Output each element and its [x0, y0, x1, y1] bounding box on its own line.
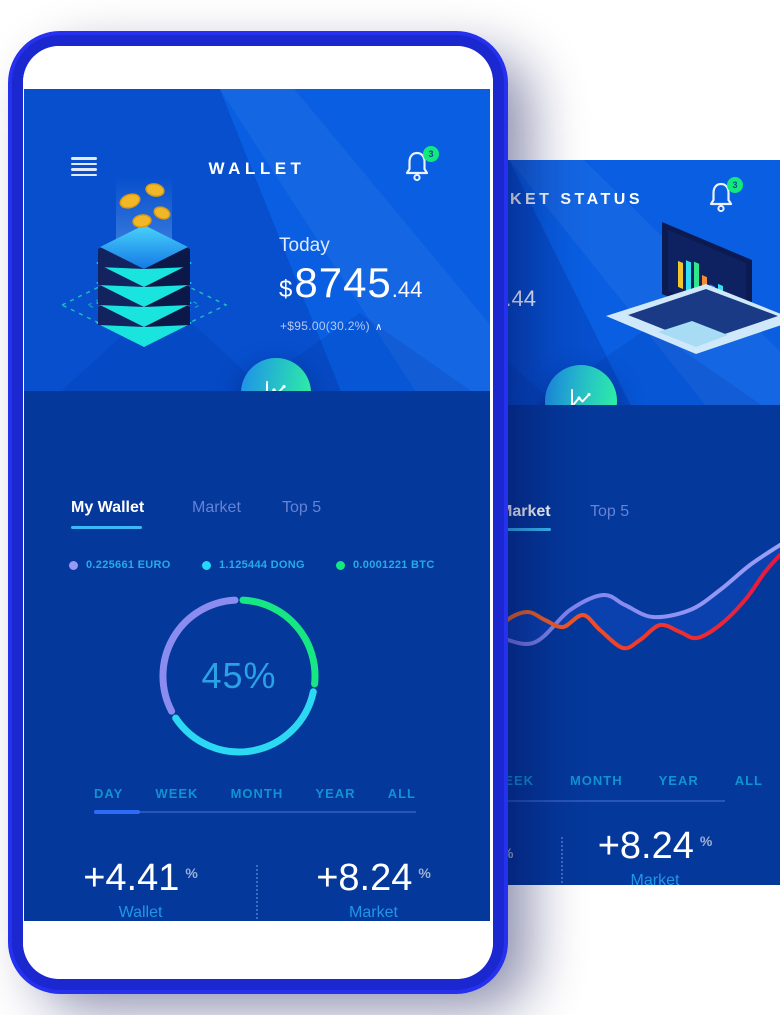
legend-item-btc: 0.0001221 BTC	[336, 559, 435, 571]
stat-label: Market	[349, 904, 398, 921]
notification-bell-button[interactable]: 3	[402, 146, 439, 187]
stats-divider	[561, 837, 563, 883]
filter-all[interactable]: ALL	[734, 773, 763, 788]
donut-center-label: 45%	[201, 655, 277, 696]
chart-icon	[266, 381, 286, 391]
filter-year[interactable]: YEAR	[658, 773, 699, 788]
time-filters: DAY WEEK MONTH YEAR ALL	[94, 786, 416, 801]
back-stat-unit: %	[501, 845, 514, 861]
bell-icon	[709, 182, 733, 213]
stat-unit: %	[185, 865, 198, 881]
filter-active-indicator	[94, 810, 140, 814]
filter-month[interactable]: MONTH	[230, 786, 284, 801]
back-time-filters: WEEK MONTH YEAR ALL	[491, 773, 763, 788]
legend-dot	[202, 560, 211, 570]
stat-wallet: +4.41% Wallet	[24, 857, 257, 921]
back-tab-top5[interactable]: Top 5	[590, 503, 630, 520]
chart-icon	[571, 389, 591, 405]
stat-value: +8.24	[316, 857, 413, 899]
currency-symbol: $	[279, 276, 293, 303]
back-page-title: MARKET STATUS	[463, 191, 644, 208]
filter-all[interactable]: ALL	[387, 786, 416, 801]
page-title: WALLET	[208, 159, 306, 178]
legend-dot	[69, 560, 78, 570]
front-header: WALLET 3	[24, 89, 490, 391]
filter-track	[94, 811, 416, 813]
market-line-chart	[436, 543, 780, 668]
stats-divider	[256, 865, 258, 919]
filter-month[interactable]: MONTH	[569, 773, 623, 788]
bell-icon	[405, 151, 429, 182]
tab-my-wallet[interactable]: My Wallet	[71, 499, 145, 516]
stat-market: +8.24% Market	[257, 857, 490, 921]
portfolio-donut-chart: 45%	[156, 593, 322, 759]
change-text: +$95.00(30.2%) ∧	[280, 319, 383, 333]
wallet-amount: $8745.44	[279, 259, 423, 306]
notification-bell-button[interactable]: 3	[706, 177, 743, 218]
filter-year[interactable]: YEAR	[315, 786, 356, 801]
back-tab-market[interactable]: Market	[499, 503, 551, 520]
tab-top5[interactable]: Top 5	[282, 499, 322, 516]
front-body: My Wallet Market Top 5 0.225661 EURO 1.1…	[24, 391, 490, 921]
laptop-illustration	[606, 222, 780, 354]
legend-item-euro: 0.225661 EURO	[69, 559, 171, 571]
gold-coins	[119, 183, 171, 228]
stat-label: Market	[630, 872, 680, 885]
coins-stack-illustration	[60, 177, 228, 347]
stat-unit: %	[418, 865, 431, 881]
tab-market[interactable]: Market	[192, 499, 241, 516]
stat-unit: %	[699, 833, 713, 849]
caret-up-icon: ∧	[374, 322, 383, 333]
front-screen: WALLET 3	[24, 89, 490, 921]
legend-item-dong: 1.125444 DONG	[202, 559, 305, 571]
active-tab-underline	[499, 528, 551, 531]
filter-week[interactable]: WEEK	[155, 786, 199, 801]
phone-bezel: WALLET 3	[23, 46, 493, 979]
stat-value: +4.41	[83, 857, 180, 899]
filter-track	[383, 800, 725, 802]
notification-badge: 3	[727, 177, 743, 193]
legend-dot	[336, 560, 345, 570]
notification-badge: 3	[423, 146, 439, 162]
stat-label: Wallet	[118, 904, 163, 921]
menu-hamburger-icon[interactable]	[71, 157, 97, 179]
stat-value: +8.24	[597, 825, 694, 867]
today-label: Today	[279, 235, 330, 256]
filter-day[interactable]: DAY	[94, 786, 124, 801]
back-stat-market: +8.24% Market	[570, 825, 740, 885]
back-body: Market Top 5	[313, 405, 780, 885]
active-tab-underline	[71, 526, 142, 529]
front-phone: WALLET 3	[12, 35, 504, 990]
